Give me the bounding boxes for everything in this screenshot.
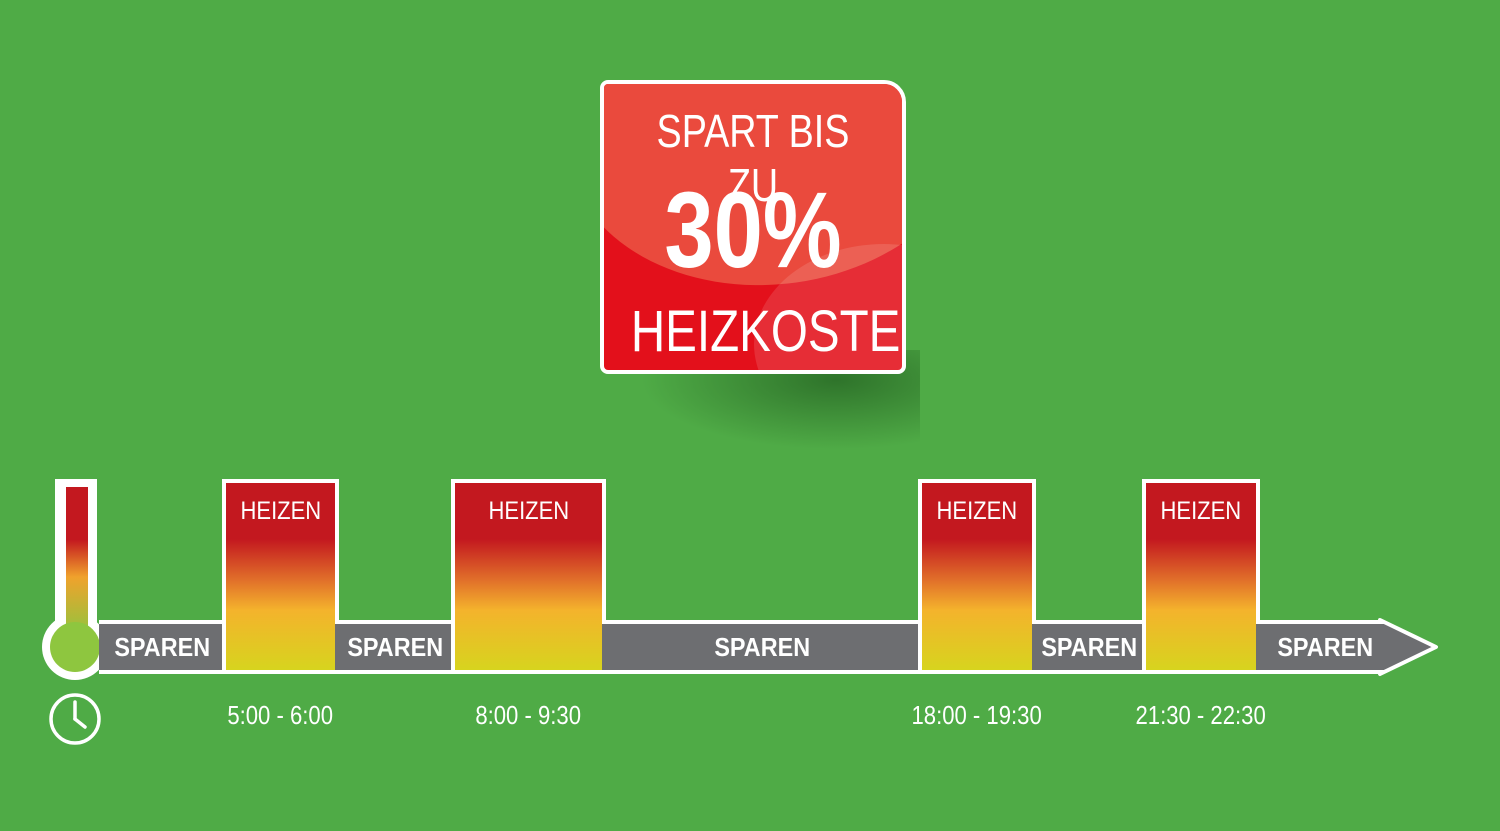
sparen-label: SPAREN xyxy=(114,631,211,662)
heizen-label: HEIZEN xyxy=(936,497,1018,525)
badge-line-3: HEIZKOSTEN xyxy=(630,299,906,364)
sparen-segment-4: SPAREN xyxy=(1032,620,1146,674)
time-text: 18:00 - 19:30 xyxy=(911,700,1043,730)
sparen-segment-1: SPAREN xyxy=(99,620,226,674)
badge-line-1: SPART BIS ZU xyxy=(656,105,850,211)
sparen-segment-5: SPAREN xyxy=(1256,620,1384,674)
heizen-block-3: HEIZEN xyxy=(918,479,1036,674)
sparen-label: SPAREN xyxy=(714,631,810,662)
time-label-2: 8:00 - 9:30 xyxy=(428,700,628,731)
heizen-label: HEIZEN xyxy=(1160,497,1242,525)
time-label-3: 18:00 - 19:30 xyxy=(877,700,1077,731)
heizen-label: HEIZEN xyxy=(240,497,321,525)
thermometer-icon xyxy=(42,479,108,680)
sparen-label: SPAREN xyxy=(347,631,443,662)
savings-badge: SPART BIS ZU 30% HEIZKOSTEN xyxy=(600,80,906,374)
clock-icon xyxy=(49,693,101,745)
time-label-1: 5:00 - 6:00 xyxy=(180,700,380,731)
sparen-segment-3: SPAREN xyxy=(602,620,922,674)
heizen-block-2: HEIZEN xyxy=(451,479,606,674)
badge-percentage: 30% xyxy=(664,169,842,290)
time-text: 8:00 - 9:30 xyxy=(475,700,581,730)
time-text: 5:00 - 6:00 xyxy=(227,700,333,730)
time-text: 21:30 - 22:30 xyxy=(1135,700,1267,730)
sparen-label: SPAREN xyxy=(1277,631,1374,662)
sparen-label: SPAREN xyxy=(1041,631,1137,662)
heizen-label: HEIZEN xyxy=(488,497,569,525)
heizen-block-1: HEIZEN xyxy=(222,479,339,674)
sparen-segment-2: SPAREN xyxy=(335,620,455,674)
time-label-4: 21:30 - 22:30 xyxy=(1101,700,1301,731)
timeline-arrowhead xyxy=(1378,618,1438,676)
heizen-block-4: HEIZEN xyxy=(1142,479,1260,674)
